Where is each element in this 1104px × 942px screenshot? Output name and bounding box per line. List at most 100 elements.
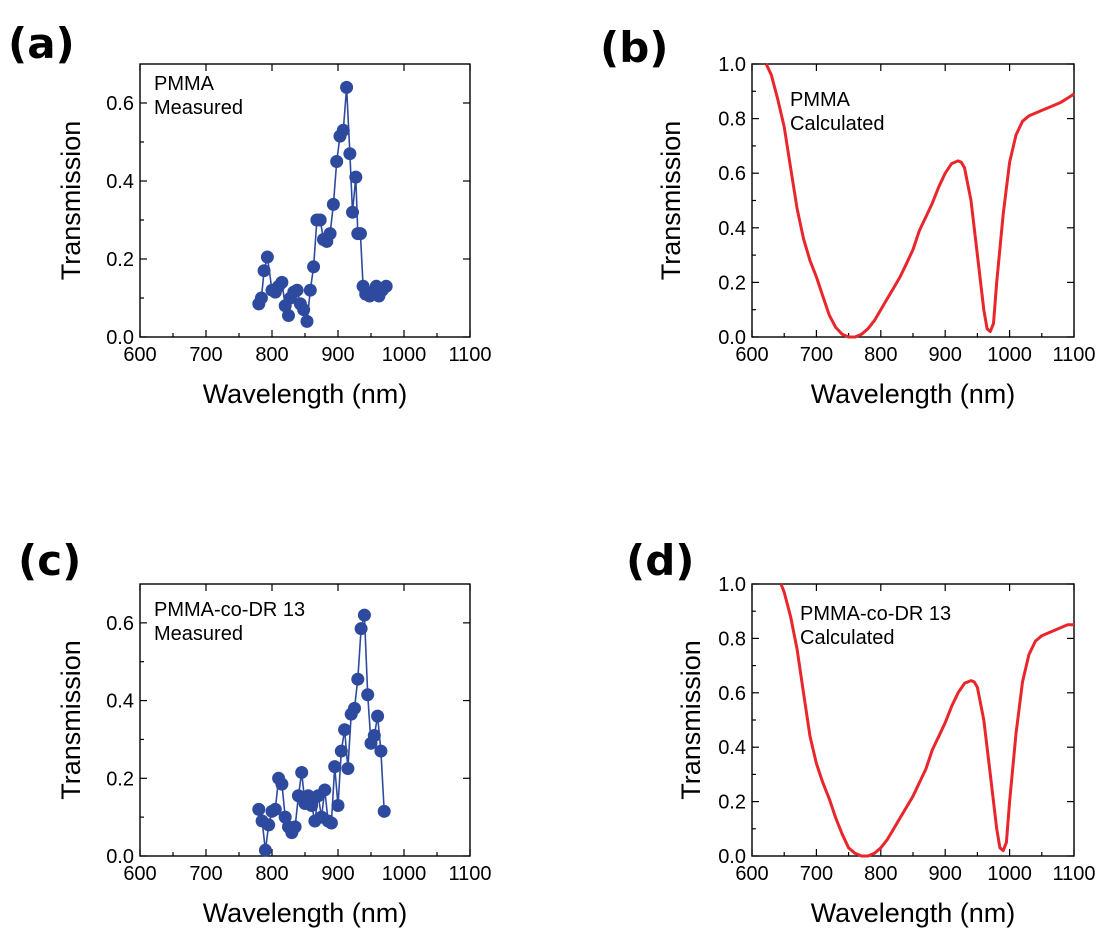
y-tick-label: 0.2: [718, 792, 746, 814]
y-tick-label: 0.0: [718, 327, 746, 349]
data-point: [330, 155, 344, 168]
x-tick-label: 1000: [987, 863, 1032, 885]
panel-a: (a) 600 700 800 900 1000 1100 0.0 0.2 0.4 0.6 Wavel…: [8, 19, 492, 409]
x-tick-label: 800: [255, 863, 288, 885]
x-axis-title: Wavelength (nm): [811, 898, 1016, 928]
data-point: [367, 729, 381, 743]
x-tick-label: 900: [321, 863, 354, 885]
data-point: [371, 709, 385, 723]
data-point: [340, 80, 354, 94]
data-point: [361, 688, 375, 702]
data-point: [300, 314, 314, 328]
x-tick-label: 1100: [448, 863, 491, 885]
x-tick-label: 700: [189, 344, 222, 366]
series-line: [764, 63, 1075, 339]
panel-label: (a): [8, 19, 75, 68]
x-axis-title: Wavelength (nm): [203, 379, 408, 409]
data-point: [341, 762, 355, 776]
y-tick-label: 0.4: [718, 737, 746, 759]
x-tick-label: 900: [929, 863, 962, 885]
data-point: [338, 723, 352, 737]
data-point: [282, 309, 295, 323]
x-tick-label: 700: [800, 863, 833, 885]
x-tick-label: 600: [123, 863, 156, 885]
data-point: [295, 765, 309, 779]
x-tick-label: 1000: [382, 863, 427, 885]
data-point: [334, 744, 348, 758]
y-tick-label: 0.4: [718, 218, 746, 240]
y-tick-label: 0.2: [718, 272, 746, 294]
x-tick-label: 1000: [987, 344, 1032, 366]
y-tick-label: 0.2: [106, 768, 134, 790]
y-axis-title: Transmission: [56, 121, 86, 281]
data-point: [348, 701, 361, 715]
data-point: [290, 283, 304, 297]
x-tick-label: 800: [255, 344, 288, 366]
x-tick-label: 600: [123, 344, 156, 366]
y-tick-label: 0.0: [106, 327, 134, 349]
data-point: [275, 777, 289, 791]
x-tick-label: 800: [864, 344, 897, 366]
data-point: [346, 205, 360, 219]
panel-label: (c): [18, 536, 81, 585]
y-tick-label: 1.0: [718, 54, 746, 76]
data-point: [323, 227, 337, 241]
annotation: Measured: [154, 623, 243, 645]
data-point: [324, 816, 338, 830]
y-axis-title: Transmission: [676, 640, 706, 800]
annotation: Calculated: [800, 627, 895, 649]
data-point: [379, 279, 393, 293]
data-point: [307, 260, 321, 274]
data-point: [252, 802, 266, 816]
data-point: [288, 820, 302, 834]
data-point: [260, 250, 274, 264]
x-tick-label: 700: [189, 863, 222, 885]
x-tick-label: 1100: [448, 344, 491, 366]
y-tick-label: 0.6: [718, 683, 746, 705]
y-tick-label: 0.8: [718, 628, 746, 650]
y-axis-title: Transmission: [56, 640, 86, 800]
annotation: Measured: [154, 97, 243, 119]
y-tick-label: 0.6: [106, 93, 134, 115]
y-tick-label: 0.0: [718, 846, 746, 868]
data-point: [268, 802, 282, 816]
data-point: [377, 804, 391, 818]
x-axis-title: Wavelength (nm): [811, 379, 1016, 409]
data-point: [357, 608, 371, 622]
data-point: [305, 798, 319, 812]
data-point: [318, 783, 332, 797]
annotation: PMMA-co-DR 13: [154, 599, 305, 621]
y-tick-label: 0.4: [106, 171, 134, 193]
annotation: PMMA: [790, 89, 851, 111]
y-tick-label: 0.6: [106, 613, 134, 635]
x-axis-title: Wavelength (nm): [203, 898, 408, 928]
annotation: PMMA-co-DR 13: [800, 603, 951, 625]
series-line: [779, 583, 1074, 858]
y-axis-title: Transmission: [656, 121, 686, 281]
data-point: [374, 744, 388, 758]
data-point: [351, 672, 365, 686]
data-point: [326, 197, 340, 211]
data-point: [303, 283, 317, 297]
data-point: [275, 275, 289, 289]
x-tick-label: 600: [735, 344, 768, 366]
data-point: [349, 170, 363, 184]
panel-d: (d) 600 700 800 900 1000 1100 0.0 0.2 0.4 0.6 0.8 1.…: [626, 536, 1096, 928]
annotation: PMMA: [154, 73, 215, 95]
panel-b: (b) 600 700 800 900 1000 1100 0.0 0.2 0.4 0.6 0.8 1.…: [600, 23, 1096, 409]
x-tick-label: 1000: [382, 344, 427, 366]
y-tick-label: 0.6: [718, 163, 746, 185]
y-tick-label: 0.0: [106, 846, 134, 868]
data-point: [343, 147, 357, 161]
data-point: [297, 303, 311, 317]
y-tick-label: 1.0: [718, 574, 746, 596]
data-point: [254, 291, 268, 305]
y-tick-label: 0.4: [106, 691, 134, 713]
data-point: [313, 213, 327, 227]
annotation: Calculated: [790, 113, 885, 135]
x-tick-label: 900: [929, 344, 962, 366]
y-tick-label: 0.8: [718, 109, 746, 131]
data-point: [331, 798, 345, 812]
data-point: [336, 123, 350, 137]
